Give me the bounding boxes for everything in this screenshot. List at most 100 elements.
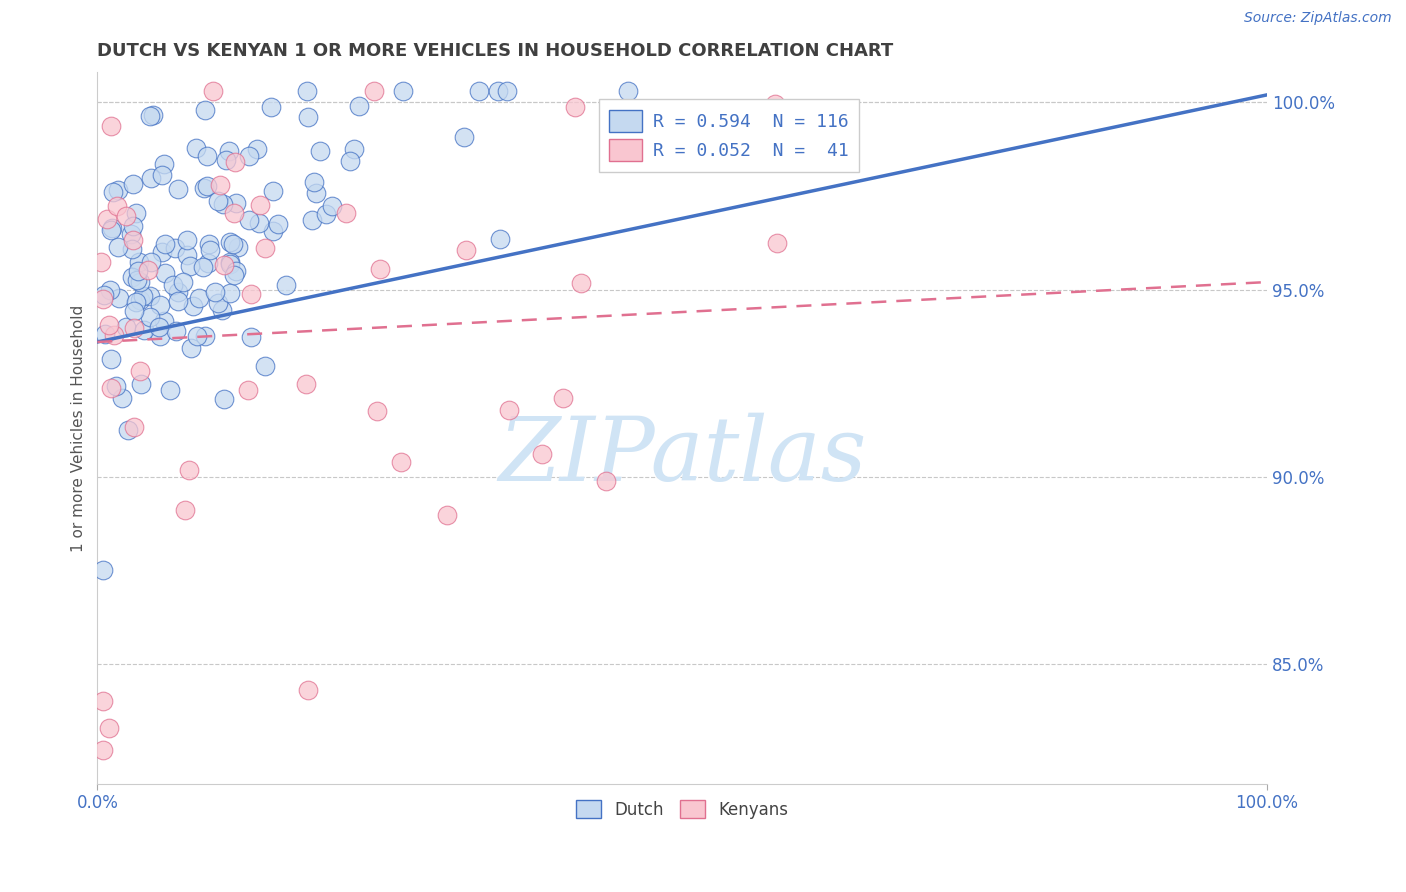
Point <box>141 108 163 122</box>
Point <box>153 266 176 280</box>
Point <box>301 212 323 227</box>
Point <box>122 304 145 318</box>
Point <box>193 180 215 194</box>
Point <box>149 329 172 343</box>
Point <box>187 291 209 305</box>
Point <box>100 283 122 297</box>
Point <box>246 142 269 156</box>
Point <box>93 288 115 302</box>
Point <box>276 278 298 293</box>
Point <box>122 219 145 233</box>
Point <box>125 206 148 220</box>
Point <box>139 255 162 269</box>
Point <box>150 168 173 182</box>
Point <box>194 103 217 117</box>
Point <box>91 743 114 757</box>
Point <box>122 177 145 191</box>
Text: DUTCH VS KENYAN 1 OR MORE VEHICLES IN HOUSEHOLD CORRELATION CHART: DUTCH VS KENYAN 1 OR MORE VEHICLES IN HO… <box>97 42 894 60</box>
Point <box>219 257 242 271</box>
Point <box>225 264 247 278</box>
Point <box>498 403 520 417</box>
Point <box>366 404 388 418</box>
Point <box>304 186 326 200</box>
Point <box>254 359 277 373</box>
Point <box>309 144 332 158</box>
Point <box>363 84 385 98</box>
Point <box>238 213 260 227</box>
Point <box>389 455 412 469</box>
Point <box>105 379 128 393</box>
Point <box>197 256 219 270</box>
Legend: Dutch, Kenyans: Dutch, Kenyans <box>569 793 796 825</box>
Point <box>240 329 263 343</box>
Point <box>90 255 112 269</box>
Point <box>129 364 152 378</box>
Point <box>249 198 271 212</box>
Point <box>91 694 114 708</box>
Point <box>212 258 235 272</box>
Point <box>150 244 173 259</box>
Y-axis label: 1 or more Vehicles in Household: 1 or more Vehicles in Household <box>72 304 86 552</box>
Point <box>139 170 162 185</box>
Point <box>339 153 361 168</box>
Point <box>194 329 217 343</box>
Point <box>321 199 343 213</box>
Point <box>165 324 187 338</box>
Point <box>191 260 214 275</box>
Point <box>267 217 290 231</box>
Point <box>218 145 240 159</box>
Point <box>254 241 277 255</box>
Point <box>343 142 366 156</box>
Point <box>148 319 170 334</box>
Point <box>180 342 202 356</box>
Text: Source: ZipAtlas.com: Source: ZipAtlas.com <box>1244 11 1392 25</box>
Point <box>202 84 225 98</box>
Point <box>101 185 124 199</box>
Point <box>766 236 789 251</box>
Point <box>172 276 194 290</box>
Point <box>198 243 221 257</box>
Point <box>295 84 318 98</box>
Point <box>139 110 162 124</box>
Point <box>107 291 129 305</box>
Point <box>262 184 284 198</box>
Point <box>195 149 218 163</box>
Point <box>115 209 138 223</box>
Point <box>225 196 247 211</box>
Point <box>181 299 204 313</box>
Point <box>209 178 232 192</box>
Point <box>184 141 207 155</box>
Point <box>107 199 129 213</box>
Point <box>176 234 198 248</box>
Point <box>100 381 122 395</box>
Point <box>115 320 138 334</box>
Point <box>617 84 640 98</box>
Point <box>262 224 284 238</box>
Point <box>139 289 162 303</box>
Point <box>295 377 318 392</box>
Point <box>91 563 114 577</box>
Point <box>128 255 150 269</box>
Point <box>132 323 155 337</box>
Point <box>159 384 181 398</box>
Point <box>392 84 415 98</box>
Point <box>218 235 240 249</box>
Point <box>569 276 592 290</box>
Point <box>121 270 143 285</box>
Point <box>436 508 458 523</box>
Point <box>162 278 184 293</box>
Point <box>297 683 319 698</box>
Point <box>564 99 586 113</box>
Point <box>221 236 243 251</box>
Point <box>207 296 229 310</box>
Point <box>195 178 218 193</box>
Point <box>454 243 477 257</box>
Point <box>238 149 260 163</box>
Point <box>370 261 392 276</box>
Point <box>224 268 246 282</box>
Point <box>215 153 238 168</box>
Point <box>153 237 176 252</box>
Point <box>224 206 246 220</box>
Point <box>212 392 235 406</box>
Point <box>122 420 145 434</box>
